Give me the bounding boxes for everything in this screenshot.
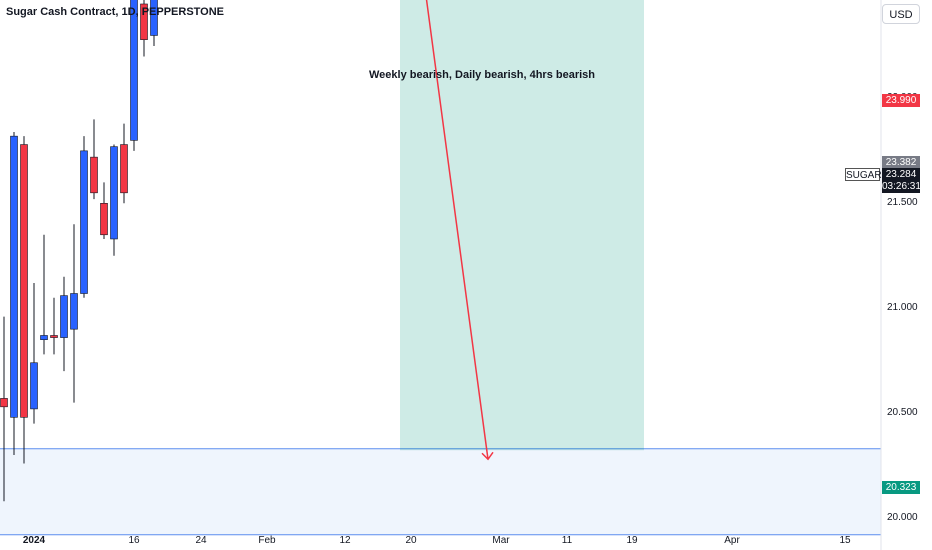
- time-tick-label: Feb: [258, 535, 276, 546]
- candle-body: [120, 144, 128, 194]
- candle-body: [80, 150, 88, 294]
- target-area: [400, 0, 644, 451]
- candle-body: [50, 335, 58, 338]
- projection-arrowhead: [481, 451, 494, 461]
- stop-price-label: 23.990: [882, 94, 920, 107]
- candle-body: [70, 293, 78, 330]
- candle-body: [30, 362, 38, 410]
- price-tick-label: 20.500: [887, 407, 918, 419]
- entry-price-label: 23.382: [882, 156, 920, 169]
- candle-body: [0, 398, 8, 408]
- countdown-label: 03:26:31: [882, 180, 921, 193]
- last-price-label: 23.284: [882, 168, 920, 181]
- candle-body: [40, 335, 48, 340]
- candle: [30, 283, 38, 424]
- projection-layer: [425, 0, 494, 461]
- time-tick-label: 15: [839, 535, 851, 546]
- candle: [130, 0, 138, 151]
- time-tick-label: 20: [405, 535, 417, 546]
- candle-body: [60, 295, 68, 338]
- zones-layer: [0, 448, 881, 536]
- candle-body: [100, 203, 108, 236]
- time-tick-label: Mar: [492, 535, 510, 546]
- candle-body: [130, 0, 138, 141]
- candle: [90, 119, 98, 200]
- candle: [10, 131, 18, 456]
- time-tick-label: 19: [626, 535, 638, 546]
- candle-body: [10, 135, 18, 418]
- candle: [20, 136, 28, 464]
- candle-body: [140, 3, 148, 40]
- candle: [140, 0, 148, 57]
- currency-button[interactable]: USD: [882, 4, 920, 24]
- price-tick-label: 20.000: [887, 512, 918, 523]
- candle: [50, 297, 58, 355]
- time-tick-label: 16: [128, 535, 140, 546]
- candle: [0, 316, 8, 502]
- candle: [110, 144, 118, 256]
- candle: [40, 234, 48, 355]
- candle-body: [90, 156, 98, 194]
- target-price-label: 20.323: [882, 481, 920, 494]
- price-tick-label: 21.000: [887, 302, 918, 314]
- zone-rect: [0, 448, 881, 535]
- time-tick-label: Apr: [724, 535, 740, 546]
- candle: [60, 276, 68, 372]
- candle: [70, 224, 78, 403]
- time-tick-label: 11: [561, 535, 573, 546]
- candle-body: [150, 0, 158, 36]
- candle: [100, 182, 108, 239]
- price-tick-label: 21.500: [887, 197, 918, 209]
- position-layer: [400, 0, 644, 451]
- candles-layer: [0, 0, 158, 502]
- projection-path: [425, 0, 489, 460]
- time-tick-label: 2024: [22, 535, 46, 546]
- candle: [120, 123, 128, 204]
- candle-body: [110, 146, 118, 240]
- candle: [80, 136, 88, 298]
- candle: [150, 0, 158, 46]
- chart-title: Sugar Cash Contract, 1D, PEPPERSTONE: [6, 6, 225, 18]
- time-tick-label: 24: [195, 535, 207, 546]
- trend-annotation: Weekly bearish, Daily bearish, 4hrs bear…: [369, 69, 596, 81]
- symbol-label: SUGAR: [845, 168, 882, 181]
- time-tick-label: 12: [339, 535, 351, 546]
- candle-body: [20, 144, 28, 418]
